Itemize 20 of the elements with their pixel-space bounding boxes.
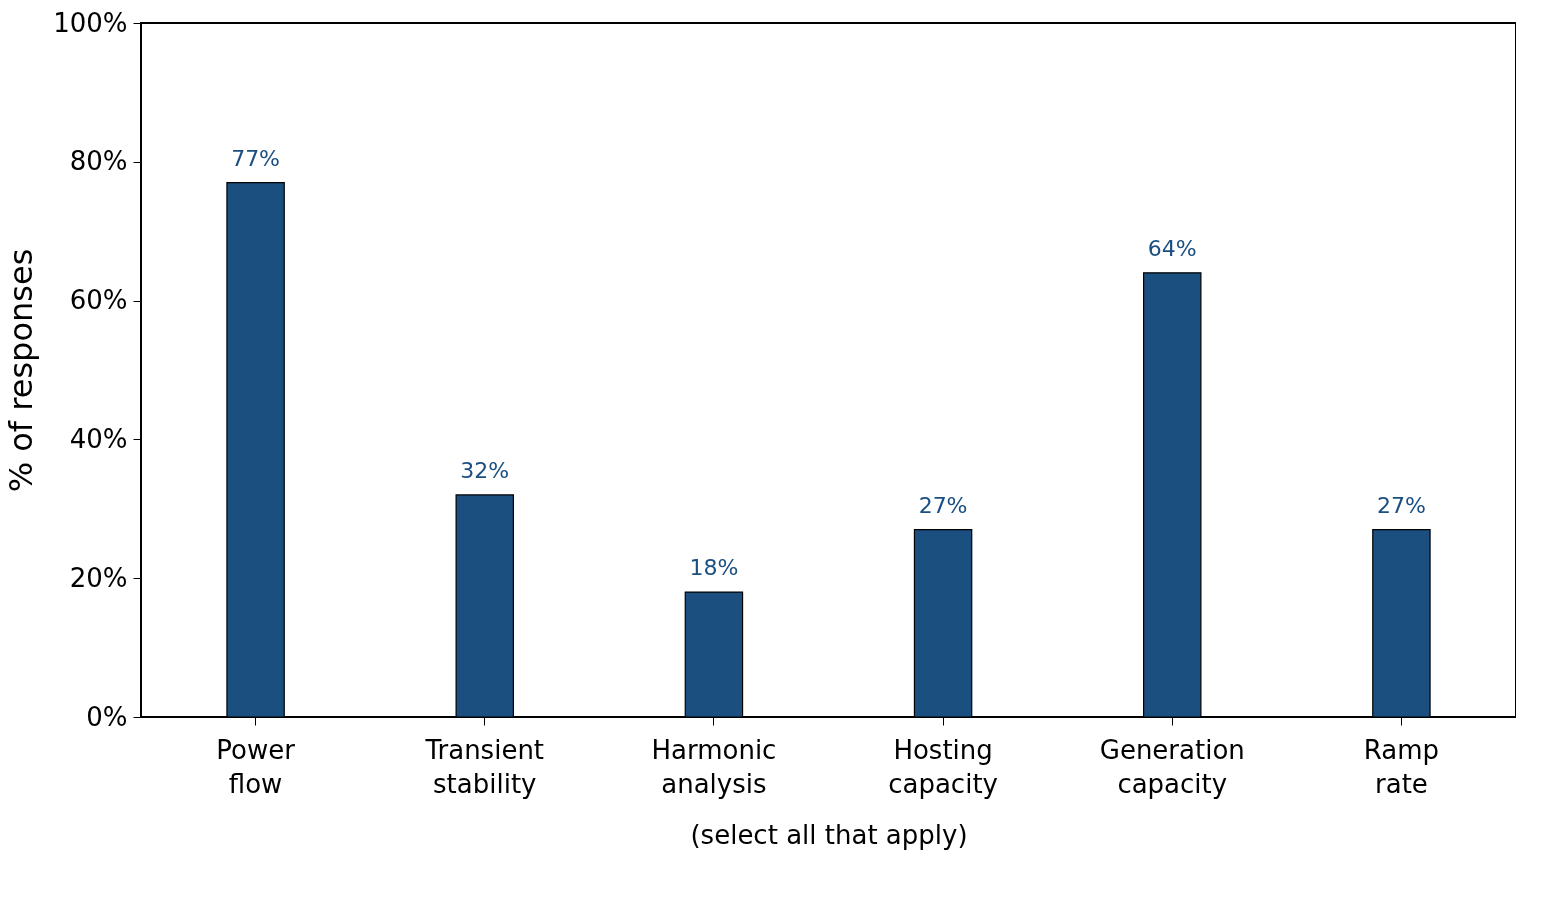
data-label: 18% [689, 555, 739, 581]
y-tick-label: 100% [53, 7, 128, 38]
x-tick-label: Hosting capacity [888, 734, 998, 799]
data-label: 27% [1376, 492, 1426, 518]
data-label: 64% [1147, 235, 1197, 261]
data-label: 32% [460, 457, 510, 483]
x-tick-label: Transient stability [424, 734, 545, 799]
x-tick-label: Power flow [216, 734, 296, 799]
x-axis-title: (select all that apply) [690, 819, 968, 850]
y-tick-label: 80% [69, 146, 128, 177]
y-tick-label: 40% [69, 423, 128, 454]
y-tick-label: 20% [69, 562, 128, 593]
y-axis-title: % of responses [2, 248, 41, 493]
x-tick-label: Harmonic analysis [651, 734, 777, 799]
x-tick-label: Ramp rate [1363, 734, 1440, 799]
x-tick-label: Generation capacity [1099, 734, 1245, 799]
data-label: 27% [918, 492, 968, 518]
y-tick-label: 0% [86, 701, 128, 732]
y-tick-label: 60% [69, 285, 128, 316]
data-label: 77% [231, 145, 281, 171]
